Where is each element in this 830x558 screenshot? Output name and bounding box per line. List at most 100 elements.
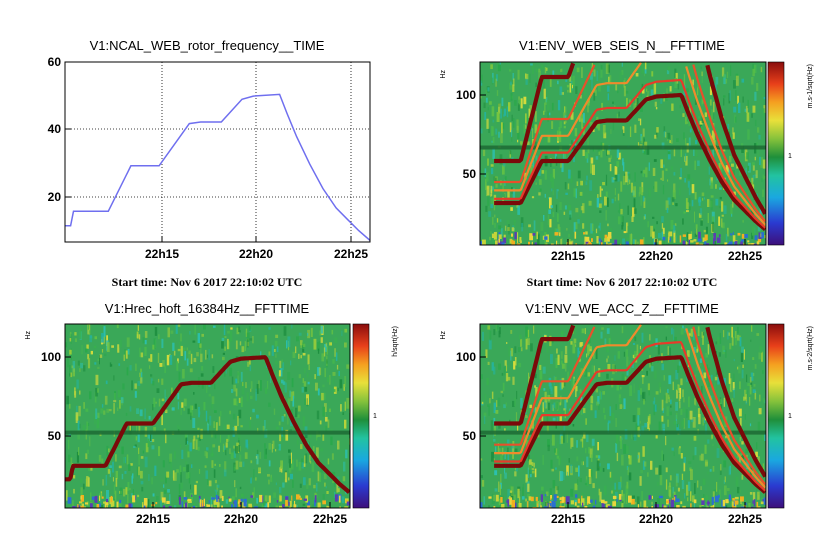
noise-streak [756, 83, 759, 91]
noise-streak [250, 388, 252, 392]
noise-streak [595, 228, 598, 234]
noise-streak [327, 458, 330, 465]
noise-streak [127, 493, 129, 504]
noise-streak [622, 493, 625, 504]
noise-streak [86, 344, 89, 349]
noise-streak [480, 80, 483, 86]
noise-streak [344, 342, 347, 348]
noise-streak [633, 383, 635, 393]
noise-low-frequency [535, 507, 538, 508]
noise-streak [160, 500, 162, 507]
noise-streak [580, 368, 583, 375]
noise-streak [207, 419, 209, 424]
noise-streak [586, 175, 588, 181]
noise-streak [492, 137, 495, 144]
noise-streak [665, 336, 667, 341]
noise-streak [665, 436, 667, 446]
noise-streak [578, 351, 580, 354]
noise-streak [336, 476, 340, 480]
noise-streak [514, 397, 516, 407]
noise-streak [607, 150, 610, 155]
noise-streak [136, 425, 138, 433]
noise-streak [700, 66, 702, 70]
noise-streak [499, 219, 502, 222]
noise-low-frequency [515, 502, 517, 508]
noise-low-frequency [693, 499, 697, 504]
noise-low-frequency [701, 500, 705, 505]
noise-streak [653, 159, 657, 162]
noise-streak [723, 397, 725, 407]
noise-streak [732, 382, 735, 390]
noise-streak [501, 122, 503, 134]
noise-streak [584, 236, 587, 245]
noise-streak [200, 345, 202, 354]
noise-streak [318, 340, 321, 345]
series-line-rotor-frequency [65, 93, 370, 241]
noise-streak [622, 405, 624, 408]
noise-streak [288, 449, 291, 453]
noise-streak [148, 415, 151, 420]
noise-streak [213, 493, 217, 497]
noise-streak [69, 338, 72, 342]
noise-streak [636, 363, 638, 370]
noise-streak [275, 449, 277, 452]
noise-streak [517, 488, 520, 499]
noise-streak [633, 103, 637, 111]
noise-streak [341, 330, 343, 337]
noise-streak [644, 461, 647, 467]
noise-streak [586, 456, 589, 468]
noise-low-frequency [119, 499, 122, 504]
noise-streak [700, 453, 704, 461]
noise-streak [674, 78, 678, 89]
noise-streak [729, 155, 732, 163]
noise-streak [544, 102, 546, 112]
noise-streak [129, 487, 131, 490]
noise-low-frequency [725, 499, 729, 504]
noise-streak [735, 476, 739, 487]
noise-streak [595, 156, 599, 160]
noise-low-frequency [756, 241, 760, 245]
noise-streak [235, 446, 238, 454]
noise-streak [118, 441, 120, 448]
noise-streak [487, 106, 489, 111]
noise-streak [283, 414, 286, 417]
noise-streak [711, 221, 714, 232]
noise-streak [721, 214, 724, 217]
noise-streak [729, 384, 732, 392]
noise-streak [747, 162, 751, 173]
noise-streak [679, 446, 681, 449]
noise-low-frequency [604, 238, 608, 242]
noise-low-frequency [639, 239, 644, 245]
noise-streak [72, 360, 75, 372]
noise-streak [632, 207, 635, 217]
noise-streak [686, 210, 689, 213]
noise-streak [173, 350, 176, 356]
noise-streak [235, 340, 238, 350]
noise-streak [696, 348, 698, 353]
noise-streak [513, 118, 515, 128]
noise-streak [264, 495, 268, 502]
noise-streak [521, 223, 524, 232]
noise-streak [504, 464, 506, 474]
noise-streak [525, 414, 528, 419]
noise-streak [239, 454, 242, 462]
noise-streak [715, 76, 719, 85]
noise-streak [186, 502, 189, 508]
noise-streak [328, 375, 331, 385]
noise-streak [649, 355, 651, 361]
colorbar-label-p4: m.s-2/sqrt(Hz) [807, 326, 814, 370]
noise-streak [252, 408, 255, 413]
noise-streak [166, 471, 170, 478]
noise-streak [74, 338, 77, 342]
noise-streak [563, 121, 566, 125]
noise-streak [213, 421, 216, 429]
noise-streak [705, 495, 709, 505]
noise-streak [129, 423, 131, 431]
noise-streak [179, 444, 182, 449]
noise-streak [652, 216, 655, 219]
noise-low-frequency [339, 506, 341, 508]
noise-streak [701, 385, 703, 394]
noise-streak [693, 347, 696, 353]
noise-low-frequency [584, 506, 588, 508]
noise-streak [564, 106, 567, 118]
